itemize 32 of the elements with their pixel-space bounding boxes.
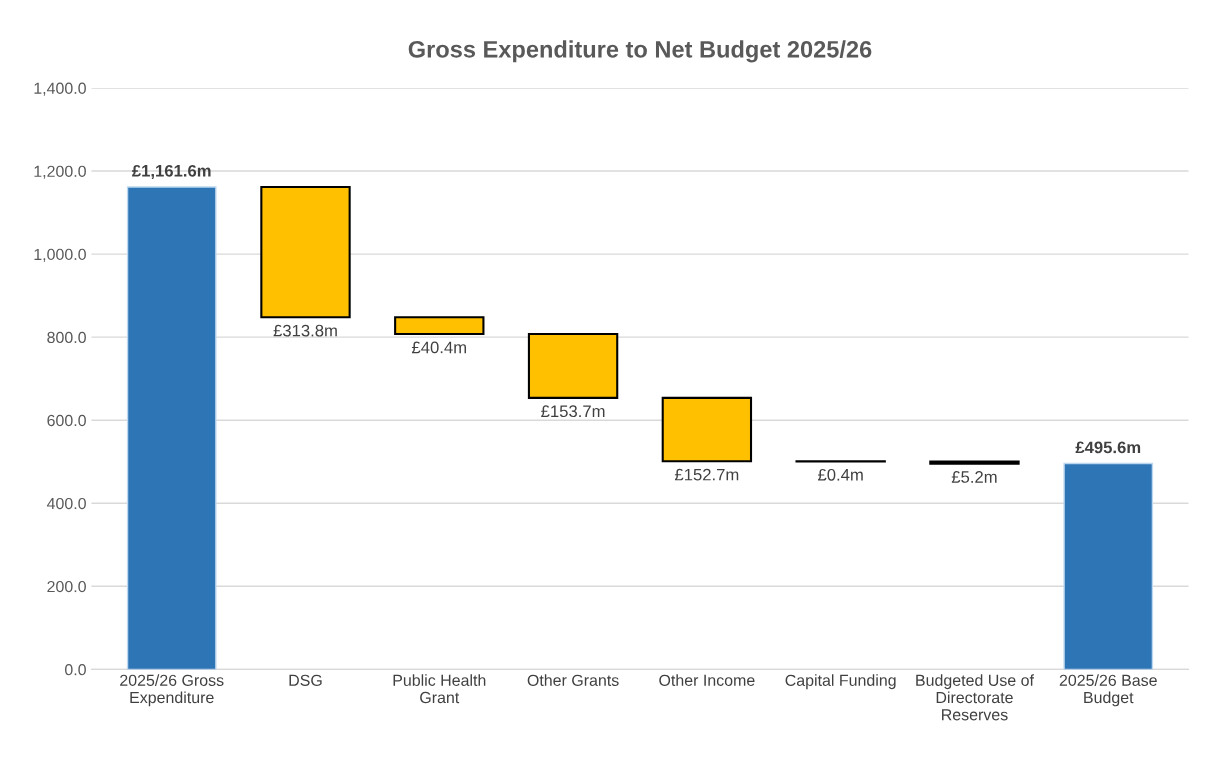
y-tick-label: 1,400.0 [34, 82, 86, 96]
x-tick-label: Capital Funding [785, 674, 896, 690]
x-tick-label: Other Grants [527, 674, 619, 686]
x-tick-label: DSG [289, 674, 322, 686]
x-tick-label: Public Health Grant [393, 674, 486, 704]
bar [661, 396, 753, 463]
y-tick-label: 1,200.0 [34, 165, 86, 179]
data-label: £495.6m [1075, 441, 1141, 454]
data-label: £153.7m [541, 405, 605, 418]
y-tick-label: 400.0 [46, 497, 86, 510]
data-label: £5.2m [951, 471, 997, 483]
bar [394, 316, 485, 336]
x-tick-label: 2025/26 Base Budget [1059, 674, 1157, 707]
x-tick-label: 2025/26 Gross Expenditure [120, 674, 224, 707]
chart-title: Gross Expenditure to Net Budget 2025/26 [408, 40, 872, 63]
x-tick-label: Budgeted Use of Directorate Reserves [916, 674, 1034, 721]
y-tick-label: 800.0 [47, 331, 86, 344]
y-tick-label: 200.0 [47, 580, 86, 593]
bar [126, 186, 217, 670]
bar [527, 333, 619, 399]
data-label: £1,161.6m [132, 164, 211, 180]
bar [1063, 462, 1154, 670]
bar [260, 185, 351, 319]
data-label: £0.4m [817, 468, 863, 481]
y-tick-label: 1,000.0 [34, 248, 86, 262]
data-label: £152.7m [674, 468, 739, 481]
y-tick-label: 600.0 [47, 414, 86, 427]
x-tick-label: Other Income [659, 674, 755, 686]
bar [929, 460, 1020, 465]
data-label: £313.8m [273, 324, 337, 337]
data-label: £40.4m [411, 341, 466, 354]
y-tick-label: 0.0 [64, 664, 86, 676]
